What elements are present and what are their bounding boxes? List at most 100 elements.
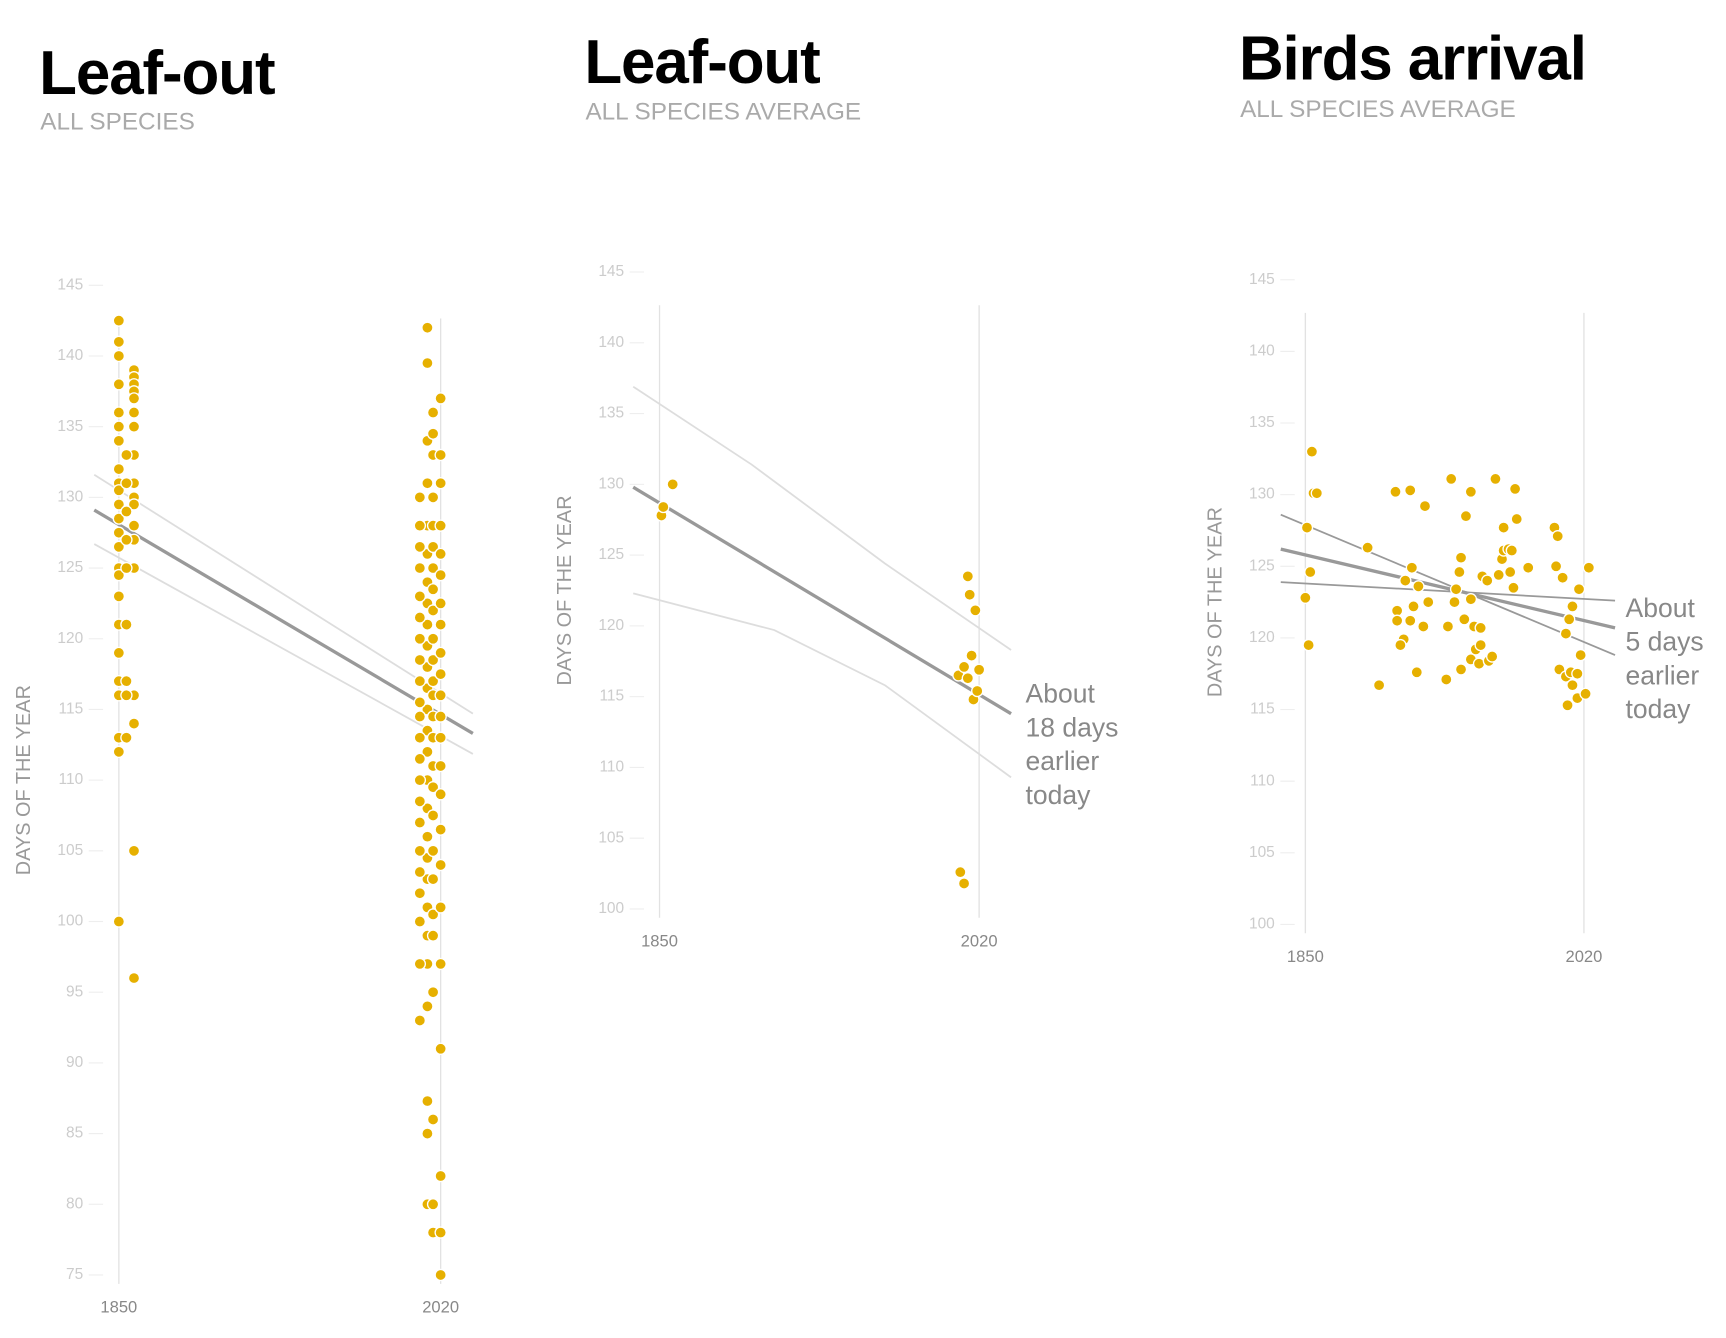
data-point	[421, 1127, 434, 1140]
data-point	[434, 618, 447, 631]
data-point	[1579, 687, 1592, 700]
y-tick-label: 140	[57, 347, 83, 364]
data-point	[1449, 583, 1463, 596]
y-tick-label: 135	[1249, 414, 1275, 431]
data-point	[1299, 591, 1312, 604]
data-point	[112, 915, 126, 928]
y-tick-label: 140	[598, 334, 624, 351]
data-point	[1372, 678, 1386, 692]
data-point	[112, 745, 126, 759]
y-tick-label: 110	[1250, 772, 1275, 789]
data-point	[1459, 509, 1473, 523]
chart-subtitle: ALL SPECIES	[40, 108, 195, 135]
data-point	[666, 478, 679, 491]
data-point	[1507, 581, 1520, 594]
data-point	[1417, 620, 1430, 633]
data-point	[413, 696, 427, 709]
data-point	[413, 590, 427, 603]
data-point	[1562, 613, 1576, 626]
data-point	[434, 392, 447, 405]
y-tick-label: 115	[59, 701, 84, 718]
data-point	[434, 547, 447, 561]
data-point	[657, 500, 670, 514]
data-point	[434, 1169, 447, 1183]
y-tick-label: 85	[66, 1125, 83, 1142]
data-point	[434, 901, 447, 914]
data-point	[434, 710, 447, 723]
data-point	[1418, 499, 1432, 513]
data-point	[1304, 565, 1317, 579]
data-point	[1464, 593, 1478, 606]
data-point	[1474, 621, 1487, 635]
data-point	[434, 689, 447, 702]
data-point	[127, 519, 141, 532]
y-tick-label: 90	[66, 1054, 83, 1071]
data-point	[1454, 551, 1468, 564]
data-point	[426, 1198, 440, 1211]
y-tick-label: 135	[598, 405, 624, 422]
confidence-line	[1280, 581, 1616, 602]
data-point	[127, 717, 141, 730]
data-point	[1492, 568, 1505, 582]
confidence-line	[93, 473, 474, 715]
data-point	[112, 512, 126, 525]
data-point	[426, 653, 440, 667]
y-tick-label: 130	[57, 488, 83, 505]
data-point	[426, 986, 440, 999]
data-point	[434, 1042, 447, 1055]
data-point	[1503, 565, 1517, 579]
y-axis-label: DAYS OF THE YEAR	[13, 685, 35, 875]
data-point	[1497, 521, 1510, 534]
data-point	[434, 477, 447, 490]
x-tick-label: 1850	[641, 932, 678, 951]
y-tick-label: 120	[598, 617, 624, 634]
data-point	[1445, 472, 1458, 486]
data-point	[421, 1000, 434, 1013]
data-point	[120, 731, 133, 744]
y-tick-label: 75	[66, 1266, 83, 1283]
x-tick-label: 2020	[1565, 947, 1602, 966]
data-point	[112, 484, 126, 497]
y-tick-label: 110	[59, 771, 84, 788]
data-point	[426, 674, 440, 688]
y-tick-label: 130	[1249, 486, 1275, 503]
data-point	[954, 865, 967, 879]
data-point	[1485, 650, 1499, 663]
data-point	[1405, 561, 1419, 574]
y-tick-label: 105	[1249, 844, 1275, 861]
data-point	[112, 540, 126, 554]
data-point	[1407, 600, 1420, 613]
data-point	[112, 335, 126, 349]
data-point	[1571, 667, 1584, 680]
y-tick-label: 125	[1249, 557, 1275, 574]
data-point	[413, 887, 427, 900]
trend-line	[93, 508, 474, 735]
data-point	[413, 653, 427, 667]
data-point	[1508, 482, 1522, 496]
data-point	[426, 872, 440, 886]
data-point	[1390, 614, 1404, 627]
data-point	[1549, 560, 1563, 573]
data-point	[1505, 544, 1519, 557]
data-point	[963, 588, 976, 601]
data-point	[426, 604, 440, 617]
data-point	[127, 844, 141, 858]
data-point	[1556, 571, 1569, 584]
y-tick-label: 105	[598, 829, 624, 846]
y-tick-label: 115	[599, 688, 624, 705]
trend-line	[632, 485, 1012, 716]
data-point	[434, 448, 447, 462]
annotation: today	[1026, 780, 1092, 810]
chart-subtitle: ALL SPECIES AVERAGE	[1240, 96, 1516, 123]
data-point	[1464, 485, 1478, 498]
data-point	[112, 646, 126, 660]
data-point	[413, 561, 427, 575]
y-tick-label: 105	[57, 842, 83, 859]
data-point	[413, 773, 427, 787]
data-point	[413, 865, 427, 879]
data-point	[127, 406, 141, 419]
data-point	[112, 590, 126, 603]
x-tick-label: 1850	[100, 1298, 137, 1317]
